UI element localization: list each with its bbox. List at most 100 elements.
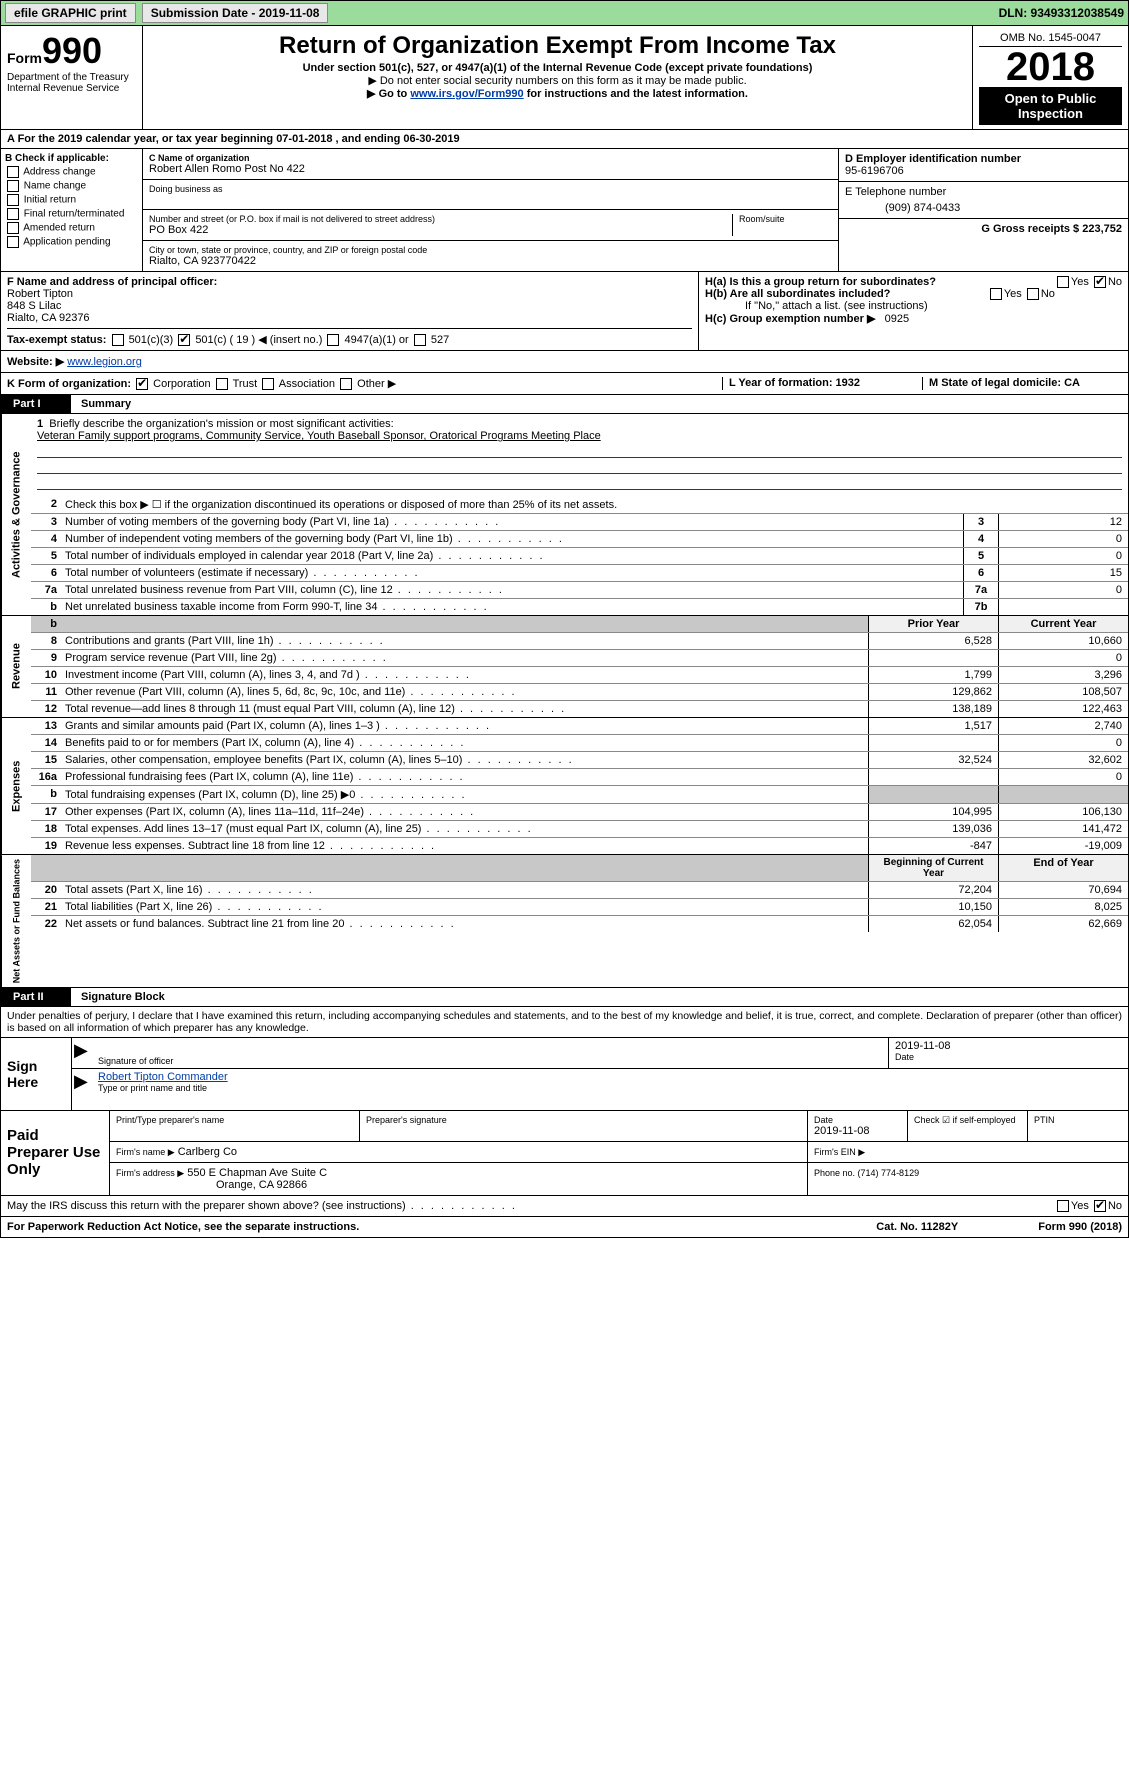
- cb-4947[interactable]: [327, 334, 339, 346]
- instructions-link[interactable]: www.irs.gov/Form990: [410, 88, 523, 100]
- table-row: 6Total number of volunteers (estimate if…: [31, 565, 1128, 582]
- self-employed-check[interactable]: Check ☑ if self-employed: [914, 1115, 1021, 1126]
- discuss-row: May the IRS discuss this return with the…: [0, 1196, 1129, 1217]
- firm-addr-label: Firm's address ▶: [116, 1168, 184, 1178]
- cb-trust[interactable]: [216, 378, 228, 390]
- header-right: OMB No. 1545-0047 2018 Open to Public In…: [972, 26, 1128, 129]
- c-name-label: C Name of organization: [149, 153, 832, 163]
- footer-left: For Paperwork Reduction Act Notice, see …: [7, 1221, 359, 1233]
- cb-association[interactable]: [262, 378, 274, 390]
- hb-yes[interactable]: [990, 288, 1002, 300]
- officer-addr1: 848 S Lilac: [7, 300, 692, 312]
- netassets-section: Net Assets or Fund Balances Beginning of…: [0, 855, 1129, 988]
- cb-501c3[interactable]: [112, 334, 124, 346]
- row-k-orgform: K Form of organization: Corporation Trus…: [0, 373, 1129, 395]
- part-i-title: Summary: [71, 395, 141, 413]
- phone-value: (909) 874-0433: [845, 202, 1122, 214]
- hb-note: If "No," attach a list. (see instruction…: [705, 300, 1122, 312]
- table-row: 18Total expenses. Add lines 13–17 (must …: [31, 821, 1128, 838]
- expenses-section: Expenses 13Grants and similar amounts pa…: [0, 718, 1129, 855]
- ein-value: 95-6196706: [845, 165, 1122, 177]
- table-row: 21Total liabilities (Part X, line 26)10,…: [31, 899, 1128, 916]
- part-ii-title: Signature Block: [71, 988, 175, 1006]
- cb-final-return[interactable]: Final return/terminated: [5, 208, 138, 220]
- paid-label: Paid Preparer Use Only: [1, 1111, 109, 1195]
- table-row: 19Revenue less expenses. Subtract line 1…: [31, 838, 1128, 854]
- section-bcdefg: B Check if applicable: Address change Na…: [0, 149, 1129, 272]
- perjury-declaration: Under penalties of perjury, I declare th…: [0, 1007, 1129, 1038]
- sig-date-label: Date: [895, 1052, 1122, 1062]
- discuss-yes[interactable]: [1057, 1200, 1069, 1212]
- hb-label: H(b) Are all subordinates included?: [705, 288, 890, 300]
- street-address: PO Box 422: [149, 224, 732, 236]
- mission-answer: Veteran Family support programs, Communi…: [37, 430, 1122, 442]
- efile-button[interactable]: efile GRAPHIC print: [5, 3, 136, 23]
- current-year-header: Current Year: [998, 616, 1128, 632]
- prior-year-header: Prior Year: [868, 616, 998, 632]
- end-year-header: End of Year: [998, 855, 1128, 881]
- table-row: 5Total number of individuals employed in…: [31, 548, 1128, 565]
- table-row: 16aProfessional fundraising fees (Part I…: [31, 769, 1128, 786]
- city-label: City or town, state or province, country…: [149, 245, 832, 255]
- cb-initial-return[interactable]: Initial return: [5, 194, 138, 206]
- hc-value: 0925: [885, 313, 909, 325]
- tax-status-label: Tax-exempt status:: [7, 334, 106, 346]
- side-label-governance: Activities & Governance: [1, 414, 31, 615]
- sign-here-block: Sign Here ▶ Signature of officer 2019-11…: [0, 1038, 1129, 1111]
- column-c: C Name of organization Robert Allen Romo…: [143, 149, 838, 271]
- cb-527[interactable]: [414, 334, 426, 346]
- ha-no[interactable]: [1094, 276, 1106, 288]
- officer-signed-name[interactable]: Robert Tipton Commander: [98, 1071, 228, 1083]
- cb-address-change[interactable]: Address change: [5, 166, 138, 178]
- submission-date-button[interactable]: Submission Date - 2019-11-08: [142, 3, 329, 23]
- officer-name: Robert Tipton: [7, 288, 692, 300]
- table-row: 3Number of voting members of the governi…: [31, 514, 1128, 531]
- website-label: Website: ▶: [7, 356, 64, 368]
- phone-label: E Telephone number: [845, 186, 1122, 198]
- ha-yes[interactable]: [1057, 276, 1069, 288]
- table-row: 9Program service revenue (Part VIII, lin…: [31, 650, 1128, 667]
- k-label: K Form of organization:: [7, 378, 131, 390]
- cb-corporation[interactable]: [136, 378, 148, 390]
- table-row: 12Total revenue—add lines 8 through 11 (…: [31, 701, 1128, 717]
- table-row: 15Salaries, other compensation, employee…: [31, 752, 1128, 769]
- table-row: 13Grants and similar amounts paid (Part …: [31, 718, 1128, 735]
- arrow-icon: ▶: [72, 1038, 92, 1068]
- discuss-no[interactable]: [1094, 1200, 1106, 1212]
- activities-governance-section: Activities & Governance 1 Briefly descri…: [0, 414, 1129, 616]
- state-domicile: M State of legal domicile: CA: [929, 377, 1080, 389]
- cb-name-change[interactable]: Name change: [5, 180, 138, 192]
- table-row: 11Other revenue (Part VIII, column (A), …: [31, 684, 1128, 701]
- subtitle-2: ▶ Do not enter social security numbers o…: [149, 74, 966, 87]
- paid-preparer-block: Paid Preparer Use Only Print/Type prepar…: [0, 1111, 1129, 1196]
- open-public-badge: Open to Public Inspection: [979, 87, 1122, 125]
- form-header: Form990 Department of the Treasury Inter…: [0, 26, 1129, 130]
- part-i-header: Part I Summary: [0, 395, 1129, 414]
- row-j-website: Website: ▶ www.legion.org: [0, 351, 1129, 373]
- header-left: Form990 Department of the Treasury Inter…: [1, 26, 143, 129]
- hb-no[interactable]: [1027, 288, 1039, 300]
- table-row: 8Contributions and grants (Part VIII, li…: [31, 633, 1128, 650]
- table-row: 10Investment income (Part VIII, column (…: [31, 667, 1128, 684]
- room-label: Room/suite: [739, 214, 832, 224]
- side-label-expenses: Expenses: [1, 718, 31, 854]
- part-ii-header: Part II Signature Block: [0, 988, 1129, 1007]
- tax-year: 2018: [979, 47, 1122, 87]
- table-row: 20Total assets (Part X, line 16)72,20470…: [31, 882, 1128, 899]
- form-title: Return of Organization Exempt From Incom…: [149, 32, 966, 60]
- cb-501c[interactable]: [178, 334, 190, 346]
- org-name: Robert Allen Romo Post No 422: [149, 163, 832, 175]
- year-formation: L Year of formation: 1932: [729, 377, 860, 389]
- prep-date: 2019-11-08: [814, 1125, 901, 1137]
- mission-question: Briefly describe the organization's miss…: [49, 418, 393, 430]
- begin-year-header: Beginning of Current Year: [868, 855, 998, 881]
- cb-application-pending[interactable]: Application pending: [5, 236, 138, 248]
- prep-date-label: Date: [814, 1115, 901, 1125]
- preparer-name-label: Print/Type preparer's name: [116, 1115, 353, 1125]
- form-label: Form: [7, 50, 42, 66]
- subtitle-3: ▶ Go to www.irs.gov/Form990 for instruct…: [149, 87, 966, 100]
- cb-other[interactable]: [340, 378, 352, 390]
- row-a-taxyear: A For the 2019 calendar year, or tax yea…: [0, 130, 1129, 149]
- website-link[interactable]: www.legion.org: [67, 356, 142, 368]
- cb-amended-return[interactable]: Amended return: [5, 222, 138, 234]
